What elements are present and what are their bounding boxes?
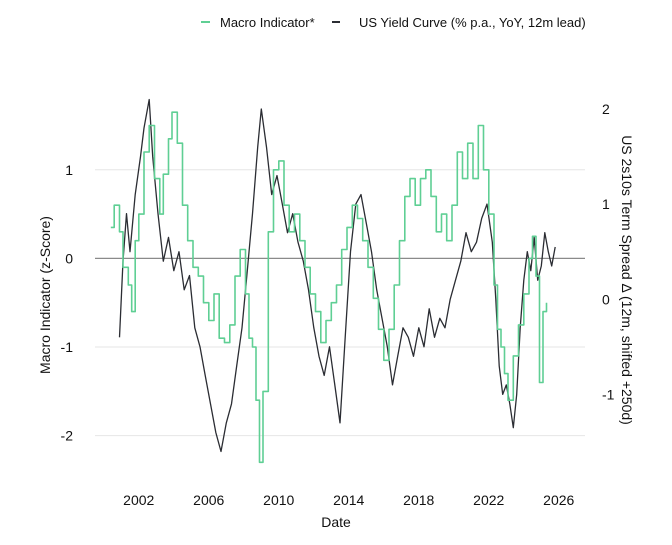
y-left-tick-label: 1 [65,162,73,178]
y-left-axis-title: Macro Indicator (z-Score) [37,216,53,374]
x-tick-label: 2006 [193,492,224,508]
y-left-tick-label: -2 [61,428,74,444]
y-left-tick-label: -1 [61,339,74,355]
series-line-yield-curve [118,98,556,453]
y-left-tick-label: 0 [65,250,73,266]
x-axis-ticks: 2002 2006 2010 2014 2018 2022 2026 [123,492,574,508]
series-line-macro-indicator [110,111,548,464]
y-right-axis-title: US 2s10s Term Spread Δ (12m, shifted +25… [619,135,635,425]
x-tick-label: 2002 [123,492,154,508]
x-tick-label: 2010 [263,492,294,508]
y-right-tick-label: 0 [602,291,610,307]
x-tick-label: 2022 [473,492,504,508]
x-tick-label: 2014 [333,492,364,508]
x-tick-label: 2018 [403,492,434,508]
y-left-axis-ticks: 1 0 -1 -2 [61,162,74,444]
y-right-axis-ticks: 2 1 0 -1 [602,101,615,402]
x-tick-label: 2026 [543,492,574,508]
series-layer [110,98,556,464]
grid-lines [95,169,585,437]
x-axis-title: Date [321,514,351,530]
legend: Macro Indicator* US Yield Curve (% p.a.,… [201,15,586,30]
y-right-tick-label: -1 [602,386,615,402]
y-right-tick-label: 1 [602,196,610,212]
y-right-tick-label: 2 [602,101,610,117]
legend-label-yield: US Yield Curve (% p.a., YoY, 12m lead) [359,15,586,30]
legend-label-macro: Macro Indicator* [220,15,315,30]
